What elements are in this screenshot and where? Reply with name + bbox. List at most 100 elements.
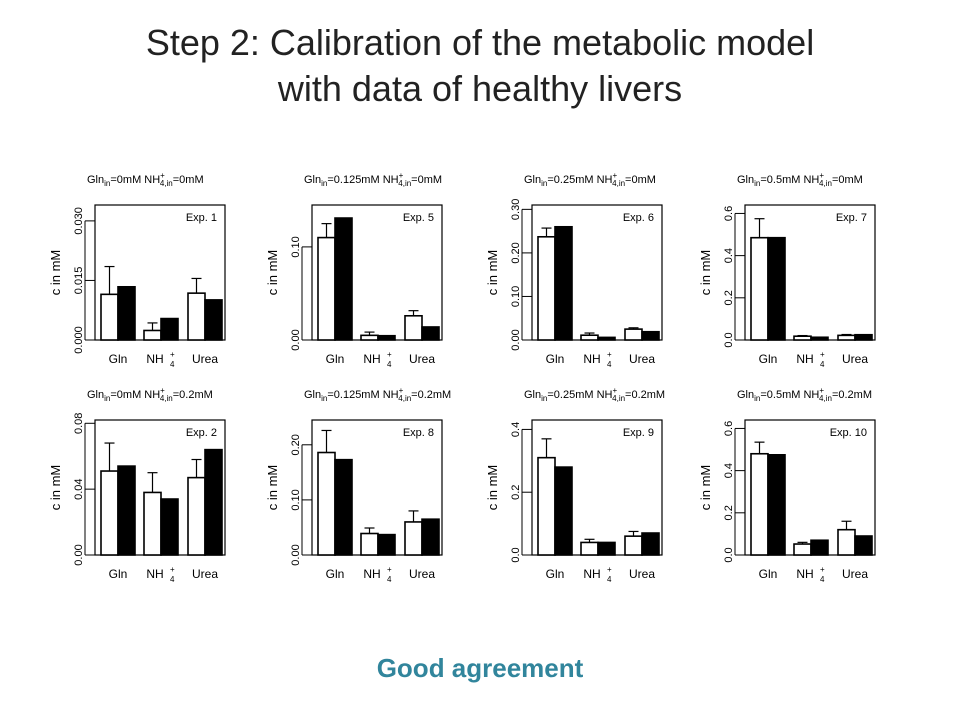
x-tick-label: Gln [759, 567, 778, 581]
x-tick-subscript: 4 [387, 360, 392, 369]
bar-measured [360, 532, 379, 556]
bar-measured [580, 541, 599, 556]
bar-measured [317, 451, 336, 556]
panel-header: Glnin=0.125mM NH+ 4,in=0.2mM [304, 386, 451, 403]
bar-simulated [421, 518, 440, 556]
header-gln-subscript: in [754, 179, 760, 188]
bar-simulated [641, 532, 660, 556]
slide-title: Step 2: Calibration of the metabolic mod… [0, 20, 960, 112]
header-gln-subscript: in [754, 394, 760, 403]
y-tick-label: 0.00 [290, 544, 302, 565]
x-tick-label: Urea [192, 352, 218, 366]
header-nh4-subscript: 4,in [819, 394, 832, 403]
y-tick-label: 0.20 [290, 434, 302, 455]
y-tick-label: 0.04 [73, 478, 85, 499]
y-tick-label: 0.0 [723, 547, 735, 562]
x-tick-label: Urea [629, 567, 655, 581]
header-gln-label: Gln [524, 389, 541, 401]
panel-header: Glnin=0mM NH+ 4,in=0.2mM [87, 386, 213, 403]
header-gln-value: =0.5mM NH [760, 389, 819, 401]
y-tick-label: 0.4 [723, 463, 735, 478]
bar-simulated [334, 458, 353, 556]
bar-simulated [641, 330, 660, 341]
header-nh4-subscript: 4,in [819, 179, 832, 188]
header-nh4-superscript: + [612, 171, 617, 180]
summary-caption: Good agreement [376, 653, 584, 683]
y-tick-label: 0.2 [723, 290, 735, 305]
bar-simulated [810, 336, 829, 341]
bar-measured [624, 535, 643, 556]
header-nh4-value: =0.2mM [625, 389, 665, 401]
x-tick-label: Urea [842, 352, 868, 366]
header-nh4-value: =0.2mM [832, 389, 872, 401]
bar-simulated [117, 465, 136, 556]
x-tick-superscript: + [387, 350, 392, 359]
x-tick-label: NH [146, 352, 163, 366]
y-tick-label: 0.30 [510, 199, 522, 220]
y-tick-label: 0.2 [723, 505, 735, 520]
y-tick-label: 0.2 [510, 485, 522, 500]
bar-simulated [334, 217, 353, 341]
y-axis-label: c in mM [265, 250, 280, 296]
x-tick-subscript: 4 [170, 575, 175, 584]
header-gln-label: Gln [87, 389, 104, 401]
x-tick-label: Gln [759, 352, 778, 366]
header-gln-value: =0.25mM NH [547, 174, 612, 186]
header-gln-subscript: in [541, 394, 547, 403]
bar-simulated [421, 326, 440, 341]
x-tick-label: NH [363, 567, 380, 581]
x-tick-nh: NH [363, 352, 380, 366]
y-tick-label: 0.4 [510, 422, 522, 437]
x-tick-label: Gln [546, 567, 565, 581]
header-nh4-subscript: 4,in [612, 394, 625, 403]
x-tick-subscript: 4 [607, 575, 612, 584]
header-nh4-superscript: + [399, 386, 404, 395]
bar-simulated [160, 498, 179, 556]
header-gln-value: =0.125mM NH [327, 389, 398, 401]
x-tick-superscript: + [607, 350, 612, 359]
header-nh4-value: =0mM [411, 174, 442, 186]
bar-measured [317, 236, 336, 341]
header-gln-subscript: in [104, 179, 110, 188]
x-tick-superscript: + [170, 565, 175, 574]
header-gln-label: Gln [304, 174, 321, 186]
bar-measured [750, 236, 769, 341]
x-tick-label: NH [796, 567, 813, 581]
y-tick-label: 0.4 [723, 248, 735, 263]
y-tick-label: 0.0 [510, 547, 522, 562]
header-nh4-subscript: 4,in [160, 179, 173, 188]
bar-measured [580, 334, 599, 341]
bar-measured [100, 470, 119, 556]
experiment-label: Exp. 7 [836, 212, 867, 224]
bar-measured [187, 476, 206, 556]
header-gln-subscript: in [104, 394, 110, 403]
header-gln-label: Gln [87, 174, 104, 186]
bar-measured [404, 521, 423, 556]
bar-simulated [117, 285, 136, 341]
y-axis-label: c in mM [698, 250, 713, 296]
experiment-label: Exp. 8 [403, 427, 434, 439]
x-tick-label: Gln [326, 352, 345, 366]
header-nh4-superscript: + [612, 386, 617, 395]
bar-simulated [854, 535, 873, 556]
x-tick-subscript: 4 [387, 575, 392, 584]
header-nh4-subscript: 4,in [398, 179, 411, 188]
header-nh4-value: =0mM [832, 174, 863, 186]
bar-measured [537, 235, 556, 341]
header-gln-value: =0.125mM NH [327, 174, 398, 186]
x-tick-label: Urea [842, 567, 868, 581]
x-tick-superscript: + [387, 565, 392, 574]
header-gln-value: =0.5mM NH [760, 174, 819, 186]
header-nh4-value: =0.2mM [173, 389, 213, 401]
bar-simulated [767, 454, 786, 556]
bar-simulated [597, 336, 616, 341]
panel-header: Glnin=0.5mM NH+ 4,in=0mM [737, 171, 863, 188]
experiment-label: Exp. 2 [186, 427, 217, 439]
panel-header: Glnin=0mM NH+ 4,in=0mM [87, 171, 204, 188]
header-nh4-superscript: + [160, 171, 165, 180]
header-gln-subscript: in [541, 179, 547, 188]
experiment-label: Exp. 1 [186, 212, 217, 224]
